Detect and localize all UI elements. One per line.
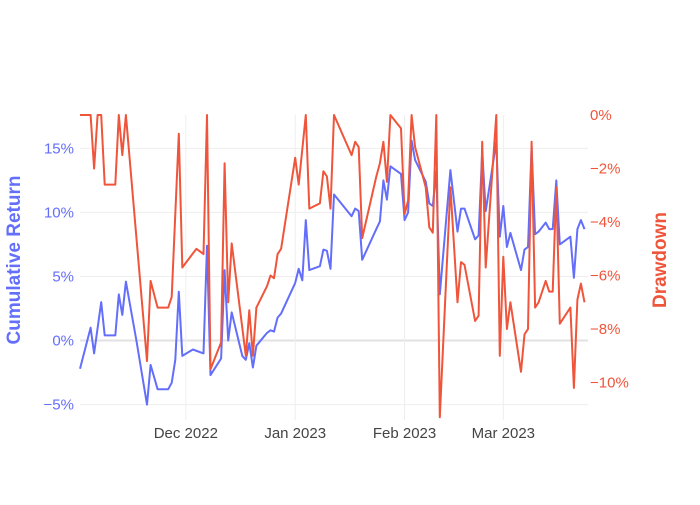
left-axis-ticks: −5% 0% 5% 10% 15% [44,140,74,413]
right-tick-label: 0% [590,107,612,124]
right-axis-title: Drawdown [650,212,671,308]
series-layer [79,114,586,419]
drawdown-line [80,114,586,419]
grid-lines [80,115,588,420]
x-axis-ticks: Dec 2022 Jan 2023 Feb 2023 Mar 2023 [154,425,535,442]
x-tick-label: Dec 2022 [154,425,218,442]
x-tick-label: Jan 2023 [264,425,326,442]
right-tick-label: −2% [590,161,620,178]
left-tick-label: 0% [52,333,74,350]
left-tick-label: 10% [44,204,74,221]
x-tick-label: Mar 2023 [472,425,535,442]
right-tick-label: −4% [590,214,620,231]
left-tick-label: 5% [52,268,74,285]
right-tick-label: −8% [590,321,620,338]
x-tick-label: Feb 2023 [373,425,436,442]
left-tick-label: −5% [44,397,74,414]
right-axis-ticks: 0% −2% −4% −6% −8% −10% [590,107,629,392]
left-axis-title: Cumulative Return [4,176,25,345]
cumulative-return-line [79,139,586,406]
right-tick-label: −10% [590,375,629,392]
right-tick-label: −6% [590,268,620,285]
left-tick-label: 15% [44,140,74,157]
